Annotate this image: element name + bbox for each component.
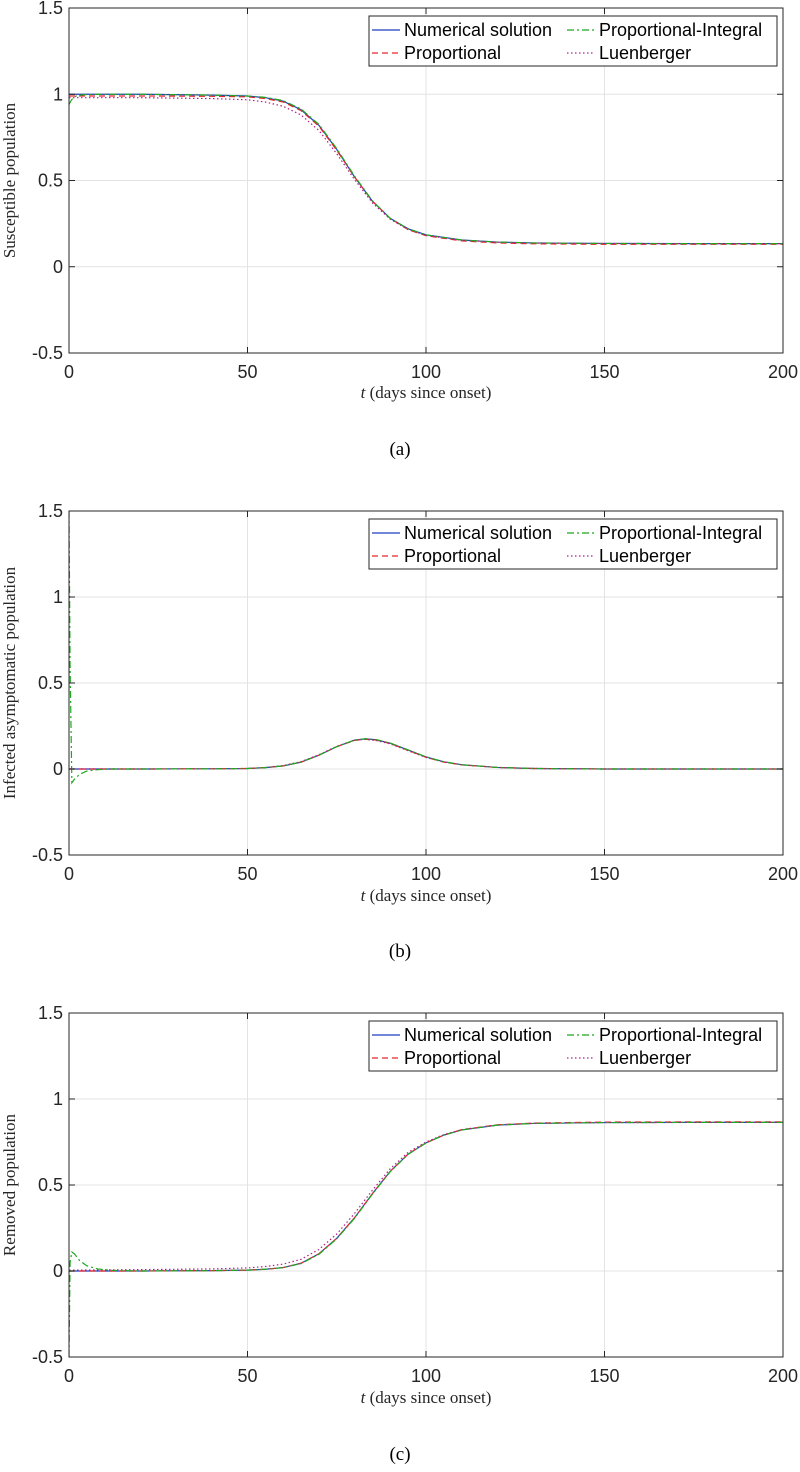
chart-panel: 0 50 100 150 200-0.500.511.5t (days since on… [0,501,798,962]
chart-panel: 0 50 100 150 200-0.500.511.5t (days since on… [0,0,798,460]
x-tick-label: 0 [64,864,74,884]
x-axis-label-text: (days since onset) [365,1388,491,1407]
series-group [69,93,783,245]
legend-label: Proportional [404,546,501,566]
x-tick-label: 150 [589,362,619,382]
legend-label: Luenberger [599,546,691,566]
series-line-proportional-integral [69,93,783,245]
series-line-proportional-integral [69,511,783,785]
y-axis-label: Infected asymptomatic population [0,566,19,799]
x-axis-label-text: (days since onset) [365,886,491,905]
y-tick-label: 0 [53,257,63,277]
y-tick-label: 1 [53,587,63,607]
x-tick-label: 150 [589,1366,619,1386]
y-tick-label: 1 [53,84,63,104]
x-axis-variable: t [361,383,367,402]
x-tick-label: 50 [237,864,257,884]
series-line-proportional-integral [69,1121,783,1357]
legend-label: Proportional-Integral [599,1025,762,1045]
legend-label: Numerical solution [404,523,552,543]
x-tick-label: 0 [64,362,74,382]
figure-caption: (a) [389,439,410,460]
x-tick-label: 100 [411,864,441,884]
legend-label: Luenberger [599,43,691,63]
x-tick-label: 0 [64,1366,74,1386]
x-tick-label: 50 [237,1366,257,1386]
x-axis-label: t (days since onset) [361,383,492,402]
series-line-proportional [69,738,783,770]
legend-box [368,1020,778,1072]
y-tick-label: 1.5 [38,501,63,521]
figure-caption: (b) [389,941,411,962]
y-tick-label: 0.5 [38,673,63,693]
y-axis-label: Removed population [0,1113,19,1256]
y-tick-label: 0 [53,1261,63,1281]
x-axis-label: t (days since onset) [361,1388,492,1407]
y-tick-label: 0 [53,759,63,779]
legend-label: Numerical solution [404,20,552,40]
series-line-luenberger [69,1121,783,1271]
x-tick-label: 200 [768,1366,798,1386]
y-tick-label: -0.5 [32,845,63,865]
y-tick-label: 1 [53,1089,63,1109]
legend: Numerical solution Proportional Proportion… [368,518,778,570]
legend-label: Luenberger [599,1048,691,1068]
y-tick-label: 1.5 [38,0,63,18]
x-tick-label: 200 [768,864,798,884]
legend-label: Proportional-Integral [599,20,762,40]
y-tick-label: 0.5 [38,171,63,191]
legend: Numerical solution Proportional Proportion… [368,15,778,67]
x-tick-label: 100 [411,362,441,382]
x-axis-label: t (days since onset) [361,886,492,905]
figure-caption: (c) [389,1444,410,1465]
legend-label: Proportional [404,1048,501,1068]
series-group [69,1121,783,1357]
y-tick-label: 1.5 [38,1003,63,1023]
x-tick-label: 150 [589,864,619,884]
legend-box [368,15,778,67]
x-tick-label: 200 [768,362,798,382]
y-tick-label: 0.5 [38,1175,63,1195]
legend-label: Proportional [404,43,501,63]
legend: Numerical solution Proportional Proportion… [368,1020,778,1072]
legend-box [368,518,778,570]
y-tick-label: -0.5 [32,1347,63,1367]
x-tick-label: 100 [411,1366,441,1386]
x-axis-label-text: (days since onset) [365,383,491,402]
x-axis-variable: t [361,1388,367,1407]
y-tick-label: -0.5 [32,343,63,363]
x-axis-variable: t [361,886,367,905]
series-group [69,511,783,785]
x-tick-label: 50 [237,362,257,382]
y-axis-label: Susceptible population [0,102,19,258]
chart-panel: 0 50 100 150 200-0.500.511.5t (days since on… [0,1003,798,1465]
series-line-proportional [69,1121,783,1272]
legend-label: Numerical solution [404,1025,552,1045]
legend-label: Proportional-Integral [599,523,762,543]
